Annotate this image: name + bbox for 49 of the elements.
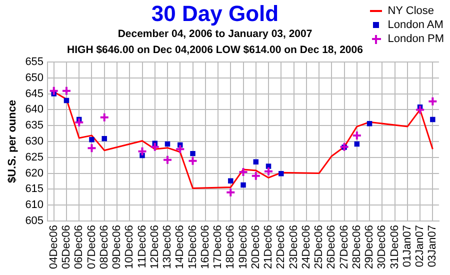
y-tick-label: 625: [25, 151, 44, 164]
x-tick-label: 01Jan07: [401, 224, 414, 268]
x-tick-label: 28Dec06: [350, 224, 363, 270]
y-tick-label: 610: [25, 199, 44, 212]
y-tick-label: 635: [25, 120, 44, 132]
x-tick-label: 29Dec06: [364, 224, 376, 270]
y-axis-title: $U.S. per ounce: [6, 100, 19, 184]
x-tick-label: 03Jan07: [426, 224, 439, 268]
y-tick-label: 650: [25, 72, 44, 84]
text: HIGH $646.00 on Dec 04,2006 LOW $614.00 on Dec 18, 2006: [67, 44, 363, 56]
x-tick-label: 22Dec06: [275, 224, 288, 270]
legend-label: London AM: [388, 18, 444, 32]
x-tick-label: 10Dec06: [124, 224, 136, 270]
x-tick-label: 15Dec06: [186, 224, 199, 270]
x-tick-label: 30Dec06: [376, 224, 388, 270]
x-tick-label: 17Dec06: [212, 224, 224, 270]
y-tick-label: 645: [25, 88, 44, 100]
y-tick-label: 605: [25, 215, 44, 227]
chart-subtitle: December 04, 2006 to January 03, 2007: [118, 28, 312, 40]
x-tick-label: 14Dec06: [174, 224, 186, 270]
x-tick-label: 16Dec06: [199, 224, 212, 270]
x-tick-label: 08Dec06: [98, 224, 110, 270]
x-tick-label: 26Dec06: [326, 224, 338, 270]
y-tick-label: 655: [25, 56, 44, 68]
x-tick-label: 31Dec06: [388, 224, 401, 270]
x-tick-label: 23Dec06: [288, 224, 300, 270]
x-tick-label: 27Dec06: [338, 224, 350, 270]
x-tick-label: 12Dec06: [148, 224, 161, 270]
x-tick-label: 19Dec06: [237, 224, 250, 270]
y-tick-label: 630: [25, 136, 44, 148]
x-tick-label: 05Dec06: [60, 224, 73, 270]
x-tick-label: 20Dec06: [250, 224, 262, 270]
x-tick-label: 21Dec06: [262, 224, 275, 270]
y-tick-label: 640: [25, 104, 44, 116]
x-tick-label: 02Jan07: [414, 224, 426, 268]
y-tick-label: 620: [25, 167, 44, 180]
y-tick-label: 615: [25, 183, 44, 196]
x-tick-label: 06Dec06: [73, 224, 86, 270]
x-tick-label: 13Dec06: [162, 224, 174, 270]
x-tick-label: 04Dec06: [48, 224, 60, 270]
legend-label: London PM: [388, 32, 444, 46]
x-tick-label: 24Dec06: [300, 224, 312, 270]
x-tick-label: 07Dec06: [86, 224, 98, 270]
legend-label: NY Close: [388, 4, 434, 18]
chart-title: 30 Day Gold: [151, 1, 279, 26]
x-tick-label: 11Dec06: [136, 224, 148, 268]
x-tick-label: 09Dec06: [111, 224, 124, 270]
x-tick-label: 18Dec06: [224, 224, 237, 270]
x-tick-label: 25Dec06: [313, 224, 326, 270]
